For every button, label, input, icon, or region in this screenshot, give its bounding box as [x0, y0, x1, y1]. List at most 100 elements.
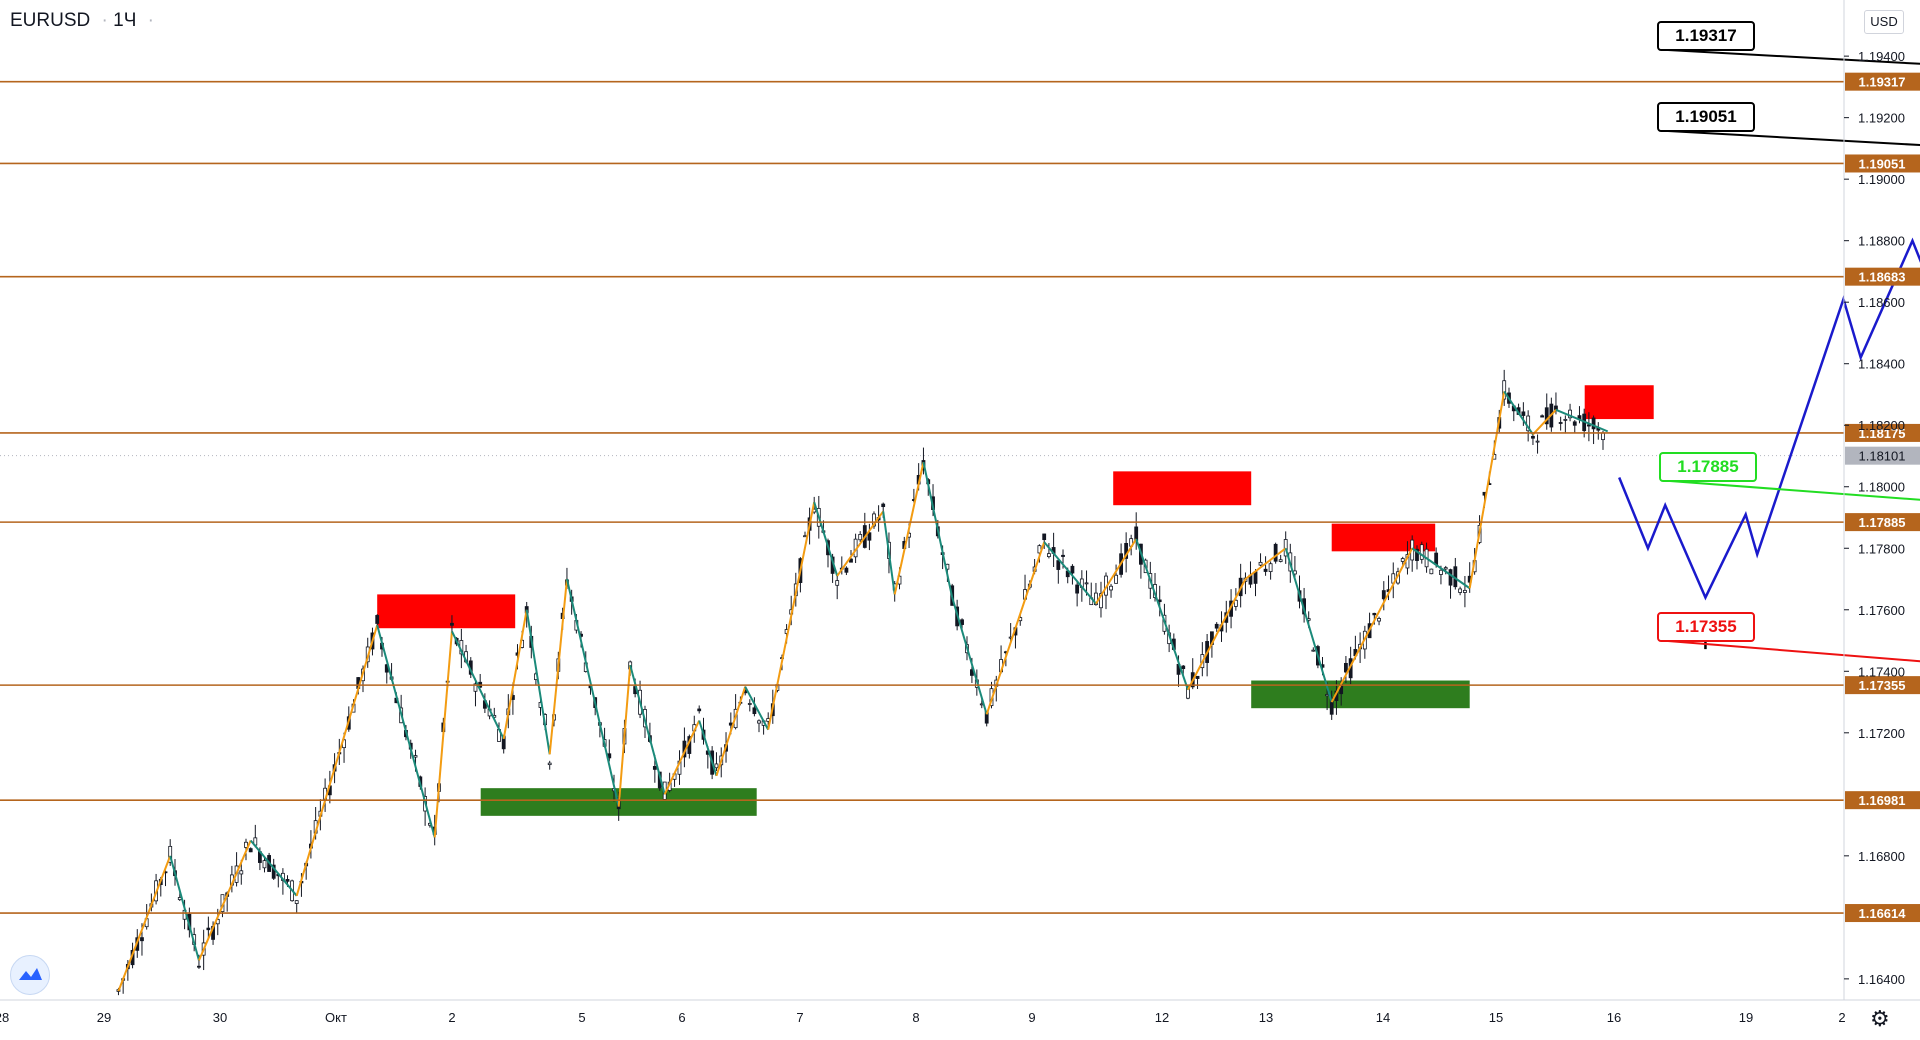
resistance-zone	[1113, 471, 1252, 506]
candle-body	[835, 580, 840, 586]
candle-body	[1377, 618, 1381, 622]
candle-body	[1268, 563, 1273, 573]
level-label-bg	[1845, 423, 1920, 442]
timeframe-label: 1Ч	[113, 10, 137, 31]
candle-body	[1061, 554, 1065, 557]
y-tick-label: 1.19000	[1858, 172, 1905, 187]
candle-body	[1558, 422, 1563, 424]
zigzag-segment	[1135, 538, 1189, 691]
zigzag-segment	[663, 720, 701, 795]
y-tick-label: 1.17200	[1858, 726, 1905, 741]
candle-body	[1047, 553, 1051, 558]
zigzag-segment	[1555, 408, 1609, 433]
y-tick-label: 1.17800	[1858, 541, 1905, 556]
candle-body	[547, 762, 552, 766]
zigzag-segment	[744, 686, 770, 731]
level-label-bg	[1845, 154, 1920, 173]
candle-body	[1311, 649, 1316, 652]
x-tick-label: 19	[1739, 1010, 1753, 1025]
candle-body	[1157, 599, 1162, 603]
candle-body	[1400, 558, 1405, 562]
callout-box[interactable]	[1657, 612, 1755, 642]
gear-icon[interactable]: ⚙	[1870, 1006, 1890, 1031]
y-tick-label: 1.17600	[1858, 603, 1905, 618]
candle-body	[168, 845, 173, 863]
zigzag-segment	[1330, 547, 1414, 703]
currency-badge[interactable]: USD	[1864, 10, 1904, 34]
candle-body	[1214, 623, 1219, 629]
zigzag-segment	[249, 839, 298, 897]
level-label-bg	[1845, 676, 1920, 695]
resistance-zone	[1584, 385, 1654, 420]
level-label: 1.19051	[1859, 156, 1906, 171]
y-tick-label: 1.18000	[1858, 480, 1905, 495]
callout-label: 1.17885	[1677, 457, 1738, 476]
candle-body	[1531, 435, 1535, 439]
zigzag-segment	[617, 665, 632, 807]
zigzag-segment	[1095, 538, 1138, 605]
candle-body	[1233, 599, 1238, 607]
zigzag-segment	[1244, 547, 1287, 580]
x-tick-label: 7	[796, 1010, 803, 1025]
separator-dot: ·	[101, 10, 108, 31]
callout-pointer	[1667, 130, 1920, 147]
level-label-bg	[1845, 267, 1920, 286]
candle-body	[248, 848, 253, 853]
x-tick-label: 12	[1155, 1010, 1169, 1025]
level-label: 1.19317	[1859, 75, 1906, 90]
candle-body	[1448, 569, 1453, 586]
zigzag-segment	[1284, 547, 1333, 703]
zigzag-segment	[198, 840, 252, 961]
candle-body	[271, 864, 276, 879]
zigzag-segment	[548, 578, 568, 755]
candle-body	[1181, 665, 1186, 670]
zigzag-segment	[882, 511, 896, 595]
candle-body	[375, 615, 380, 624]
zigzag-segment	[813, 501, 839, 577]
callout-box[interactable]	[1657, 102, 1755, 132]
y-tick-label: 1.19200	[1858, 111, 1905, 126]
candle-body	[1568, 409, 1572, 419]
candle-body	[858, 534, 863, 541]
separator-dot: ·	[147, 10, 154, 31]
level-label: 1.18683	[1859, 270, 1906, 285]
zigzag-segment	[376, 624, 436, 838]
level-label: 1.18175	[1859, 426, 1906, 441]
x-tick-label: 6	[678, 1010, 685, 1025]
candle-body	[140, 937, 144, 942]
current-price-label: 1.18101	[1859, 449, 1906, 464]
callout-label: 1.17355	[1675, 617, 1736, 636]
forecast-path	[1618, 237, 1920, 601]
level-label-bg	[1845, 904, 1920, 923]
zigzag-segment	[698, 720, 718, 777]
zigzag-segment	[629, 664, 666, 795]
candle-body	[1070, 565, 1075, 574]
candle-body	[1429, 568, 1434, 575]
callout-box[interactable]	[1657, 21, 1755, 51]
callout-label: 1.19317	[1675, 26, 1736, 45]
symbol-legend[interactable]: EURUSD · 1Ч ·	[10, 10, 154, 32]
candle-body	[1253, 571, 1258, 584]
plot-area[interactable]: 1.19317 1.19051 1.17885 1.17355	[0, 21, 1920, 996]
x-tick-label: 14	[1376, 1010, 1390, 1025]
candle-body	[1586, 424, 1591, 427]
callout-box[interactable]	[1659, 452, 1757, 482]
y-tick-label: 1.18800	[1858, 234, 1905, 249]
candle-body	[1415, 548, 1419, 561]
zigzag-segment	[169, 855, 200, 961]
zigzag-segment	[295, 624, 379, 897]
zigzag-segment	[767, 501, 816, 730]
candle-body	[1109, 585, 1113, 591]
tradingview-logo	[10, 955, 50, 995]
zigzag-segment	[1411, 547, 1471, 590]
candle-body	[294, 900, 299, 904]
y-tick-label: 1.16800	[1858, 849, 1905, 864]
candle-body	[1278, 559, 1283, 562]
candle-body	[1099, 593, 1103, 609]
candle-body	[1458, 588, 1463, 593]
candle-body	[1042, 533, 1047, 541]
candle-body	[1263, 568, 1268, 572]
candle-body	[1381, 590, 1386, 600]
x-tick-label: Окт	[325, 1010, 347, 1025]
